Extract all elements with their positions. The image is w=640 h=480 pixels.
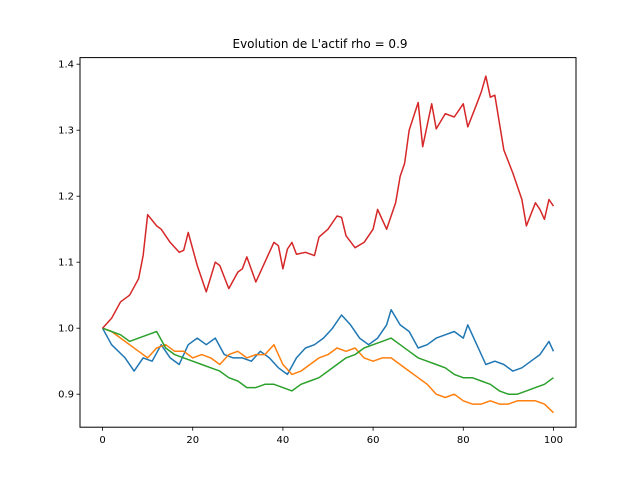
series-line-3: [102, 327, 554, 395]
plot-frame: [79, 57, 577, 428]
x-tick-label: 40: [277, 435, 290, 446]
y-tick-label: 1.4: [58, 60, 74, 71]
series-layer: [101, 75, 555, 414]
x-tick-label: 80: [457, 435, 470, 446]
series-line-4: [101, 75, 555, 329]
chart-title: Evolution de L'actif rho = 0.9: [232, 37, 407, 51]
y-tick-label: 0.9: [58, 390, 74, 401]
x-tick-label: 60: [367, 435, 380, 446]
y-axis: 0.9 1.0 1.1 1.2 1.3 1.4: [58, 60, 80, 401]
x-tick-label: 100: [544, 435, 563, 446]
y-tick-label: 1.3: [58, 126, 74, 137]
y-tick-label: 1.0: [58, 324, 74, 335]
x-tick-label: 20: [186, 435, 199, 446]
series-line-2: [102, 327, 554, 414]
y-tick-label: 1.2: [58, 192, 74, 203]
y-tick-label: 1.1: [58, 258, 74, 269]
x-axis: 0 20 40 60 80 100: [99, 427, 563, 446]
x-tick-label: 0: [99, 435, 105, 446]
series-line-1: [101, 308, 555, 376]
